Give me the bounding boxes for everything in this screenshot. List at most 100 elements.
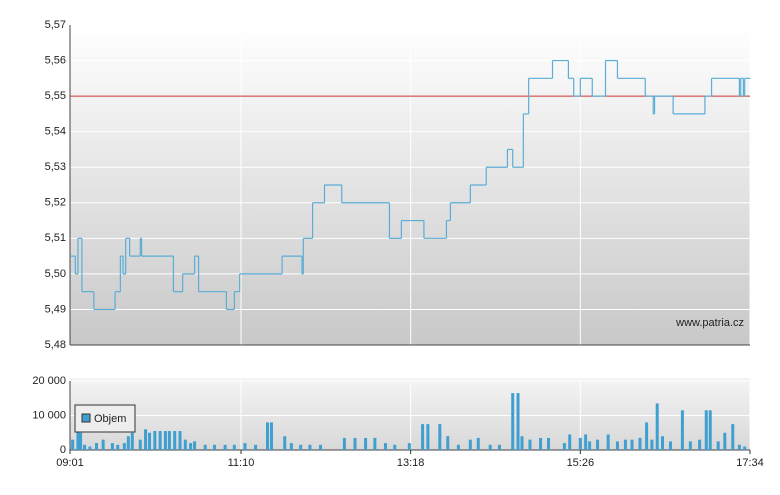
- volume-bar: [254, 444, 258, 450]
- volume-bar: [655, 403, 659, 450]
- volume-bar: [319, 444, 323, 450]
- volume-bar: [731, 424, 735, 450]
- volume-bar: [189, 443, 193, 450]
- volume-bar: [373, 437, 377, 450]
- volume-bar: [364, 437, 368, 450]
- y-tick-label: 5,52: [45, 197, 66, 209]
- x-tick-label: 13:18: [397, 457, 425, 469]
- volume-bar: [562, 443, 566, 450]
- volume-bar: [446, 436, 450, 450]
- volume-bar: [88, 446, 92, 450]
- y-tick-label: 5,49: [45, 303, 66, 315]
- volume-bar: [737, 444, 741, 450]
- volume-bar: [232, 444, 236, 450]
- volume-bar: [223, 444, 227, 450]
- volume-bar: [79, 432, 83, 450]
- volume-bar: [148, 432, 152, 450]
- volume-bar: [173, 431, 177, 450]
- volume-bar: [568, 434, 572, 450]
- volume-bar: [126, 436, 130, 450]
- volume-bar: [266, 422, 270, 450]
- y-tick-label: 5,48: [45, 339, 66, 351]
- volume-bar: [167, 431, 171, 450]
- volume-bar: [743, 446, 747, 450]
- volume-bar: [588, 441, 592, 450]
- volume-bar: [144, 429, 148, 450]
- y-tick-label: 5,51: [45, 232, 66, 244]
- y-tick-label: 5,54: [45, 126, 66, 138]
- volume-bar: [289, 443, 293, 450]
- volume-bar: [438, 424, 442, 450]
- y-tick-label: 0: [60, 444, 66, 456]
- watermark: www.patria.cz: [675, 317, 744, 329]
- volume-bar: [308, 444, 312, 450]
- y-tick-label: 20 000: [32, 375, 66, 387]
- volume-bar: [528, 439, 532, 450]
- volume-bar: [116, 444, 120, 450]
- volume-bar: [511, 393, 515, 450]
- x-tick-label: 17:34: [736, 457, 764, 469]
- volume-bar: [615, 441, 619, 450]
- volume-bar: [680, 410, 684, 450]
- volume-bar: [716, 441, 720, 450]
- volume-bar: [539, 437, 543, 450]
- y-tick-label: 5,53: [45, 161, 66, 173]
- legend-box: [74, 404, 136, 433]
- volume-bar: [101, 439, 105, 450]
- x-tick-label: 09:01: [56, 457, 84, 469]
- volume-bar: [299, 444, 303, 450]
- volume-bar: [668, 441, 672, 450]
- volume-bar: [661, 436, 665, 450]
- volume-bar: [606, 434, 610, 450]
- volume-bar: [584, 434, 588, 450]
- volume-bar: [130, 432, 134, 450]
- volume-bar: [407, 443, 411, 450]
- volume-bar: [421, 424, 425, 450]
- volume-bar: [243, 443, 247, 450]
- volume-bar: [468, 439, 472, 450]
- volume-bar: [393, 444, 397, 450]
- volume-bar: [76, 422, 80, 450]
- volume-bar: [650, 439, 654, 450]
- volume-bar: [623, 439, 627, 450]
- y-tick-label: 5,56: [45, 54, 66, 66]
- volume-bar: [456, 444, 460, 450]
- volume-bar: [516, 393, 520, 450]
- volume-bar: [520, 436, 524, 450]
- volume-bar: [383, 443, 387, 450]
- volume-bar: [163, 431, 167, 450]
- volume-bar: [183, 439, 187, 450]
- volume-bar: [283, 436, 287, 450]
- volume-bar: [95, 443, 99, 450]
- volume-bar: [638, 437, 642, 450]
- volume-bar: [708, 410, 712, 450]
- volume-bar: [488, 444, 492, 450]
- legend-label: Objem: [94, 413, 126, 425]
- volume-bar: [83, 444, 87, 450]
- volume-bar: [596, 439, 600, 450]
- volume-bar: [630, 439, 634, 450]
- volume-bar: [212, 444, 216, 450]
- volume-bar: [122, 443, 126, 450]
- x-tick-label: 15:26: [567, 457, 595, 469]
- x-tick-label: 11:10: [228, 457, 255, 469]
- legend-swatch: [81, 413, 91, 423]
- volume-bar: [71, 439, 75, 450]
- plot-area: [70, 378, 750, 450]
- y-tick-label: 10 000: [32, 409, 66, 421]
- volume-bar: [138, 439, 142, 450]
- volume-bar: [203, 444, 207, 450]
- volume-bar: [193, 441, 197, 450]
- volume-bar: [723, 432, 727, 450]
- y-tick-label: 5,50: [45, 268, 66, 280]
- volume-bar: [158, 431, 162, 450]
- volume-bar: [645, 422, 649, 450]
- volume-bar: [497, 444, 501, 450]
- volume-bar: [476, 437, 480, 450]
- volume-bar: [698, 439, 702, 450]
- y-tick-label: 5,55: [45, 90, 66, 102]
- plot-area: [70, 25, 750, 345]
- volume-bar: [688, 441, 692, 450]
- volume-bar: [426, 424, 430, 450]
